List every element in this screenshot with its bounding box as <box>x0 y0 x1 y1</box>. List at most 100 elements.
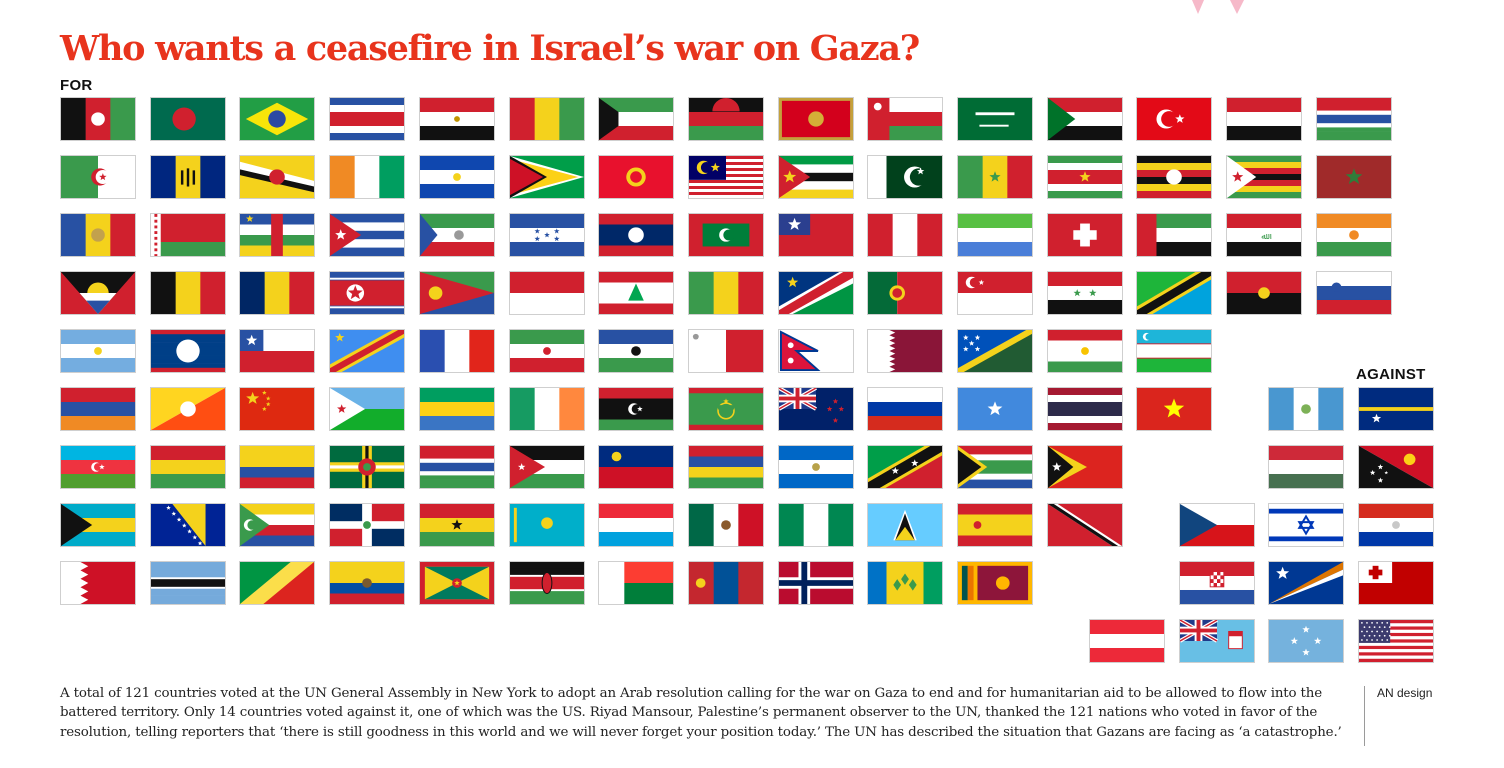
flag-libya <box>598 387 675 431</box>
flag-tonga <box>1358 561 1434 605</box>
flag-el-salvador <box>418 155 495 199</box>
flag-colombia <box>239 445 316 489</box>
caption-divider <box>1364 686 1365 746</box>
flag-solomon-islands <box>957 329 1033 373</box>
flag-nepal <box>777 329 854 373</box>
flag-marshall-islands <box>1268 561 1344 605</box>
flag-gambia <box>1315 97 1392 141</box>
flag-botswana <box>149 561 226 605</box>
flag-afghanistan <box>60 97 136 141</box>
flag-mali <box>687 271 764 315</box>
flag-timor-leste <box>1046 445 1123 489</box>
flag-laos <box>598 213 675 257</box>
credit-text: AN design <box>1377 686 1433 700</box>
flag-indonesia <box>508 271 585 315</box>
flag-mauritius <box>687 445 764 489</box>
flag-jordan <box>508 445 585 489</box>
decorative-ribbon <box>1192 0 1244 14</box>
flag-qatar <box>867 329 944 373</box>
flag-chile <box>239 329 316 373</box>
flag-niger <box>1315 213 1392 257</box>
flag-vietnam <box>1136 387 1213 431</box>
flag-mexico <box>687 503 764 547</box>
flag-bahrain <box>60 561 136 605</box>
flag-dominica <box>329 445 406 489</box>
flag-costa-rica <box>329 97 406 141</box>
flag-zimbabwe <box>1226 155 1303 199</box>
flag-sudan <box>1046 97 1123 141</box>
flag-kuwait <box>598 97 675 141</box>
page-title: Who wants a ceasefire in Israel’s war on… <box>60 28 920 69</box>
flag-russia <box>867 387 944 431</box>
flag-uzbekistan <box>1136 329 1213 373</box>
flag-bolivia <box>149 445 226 489</box>
flag-france <box>418 329 495 373</box>
flag-cote-divoire <box>329 155 406 199</box>
flag-north-korea <box>329 271 406 315</box>
flag-cuba <box>329 213 406 257</box>
flag-nicaragua <box>777 445 854 489</box>
flag-luxembourg <box>598 503 675 547</box>
flag-eritrea <box>418 271 495 315</box>
flag-mongolia <box>687 561 764 605</box>
flag-ghana <box>418 503 495 547</box>
flag-grenada <box>418 561 495 605</box>
flag-bangladesh <box>149 97 226 141</box>
flag-thailand <box>1046 387 1123 431</box>
flag-namibia <box>777 271 854 315</box>
flag-croatia <box>1179 561 1255 605</box>
flag-syria <box>1046 271 1123 315</box>
flag-central-african-republic <box>239 213 316 257</box>
flag-malawi <box>687 97 764 141</box>
flag-gambia <box>418 445 495 489</box>
flag-austria <box>1089 619 1165 663</box>
flag-brazil <box>239 97 316 141</box>
flag-norway <box>777 561 854 605</box>
flag-argentina <box>60 329 136 373</box>
flag-saudi-arabia <box>957 97 1033 141</box>
flag-sri-lanka <box>957 561 1033 605</box>
flag-andorra <box>60 213 136 257</box>
flag-south-africa <box>957 445 1033 489</box>
flag-portugal <box>867 271 944 315</box>
flag-saint-lucia <box>867 503 944 547</box>
caption-text: A total of 121 countries voted at the UN… <box>60 686 1342 740</box>
flag-equatorial-guinea <box>418 213 495 257</box>
flag-ireland <box>508 387 585 431</box>
flag-antigua-and-barbuda <box>60 271 136 315</box>
flag-lesotho <box>598 329 675 373</box>
flag-pakistan <box>867 155 944 199</box>
flag-saint-kitts-and-nevis <box>867 445 944 489</box>
flag-algeria <box>60 155 136 199</box>
against-label: AGAINST <box>1356 366 1426 383</box>
flag-bhutan <box>149 387 226 431</box>
flag-belize <box>149 329 226 373</box>
flag-belgium <box>149 271 226 315</box>
flag-madagascar <box>598 561 675 605</box>
flag-liechtenstein <box>598 445 675 489</box>
flag-somalia <box>957 387 1033 431</box>
flag-slovenia <box>1315 271 1392 315</box>
flag-azerbaijan <box>60 445 136 489</box>
flag-djibouti <box>329 387 406 431</box>
flag-nigeria <box>777 503 854 547</box>
flag-egypt <box>418 97 495 141</box>
flag-bosnia-and-herzegovina <box>149 503 226 547</box>
flag-ecuador <box>329 561 406 605</box>
flag-tajikistan <box>1046 329 1123 373</box>
flag-kyrgyzstan <box>598 155 675 199</box>
flag-spain <box>957 503 1033 547</box>
flag-myanmar <box>777 213 854 257</box>
flag-bahamas <box>60 503 136 547</box>
flag-new-zealand <box>777 387 854 431</box>
flag-morocco <box>1315 155 1392 199</box>
flag-kenya <box>508 561 585 605</box>
flag-saint-vincent-and-the-grenadines <box>867 561 944 605</box>
flag-mozambique <box>777 155 854 199</box>
flag-singapore <box>957 271 1033 315</box>
flag-senegal <box>957 155 1033 199</box>
flag-trinidad-and-tobago <box>1046 503 1123 547</box>
flag-dr-congo <box>329 329 406 373</box>
flag-congo <box>239 561 316 605</box>
flag-guinea <box>508 97 585 141</box>
